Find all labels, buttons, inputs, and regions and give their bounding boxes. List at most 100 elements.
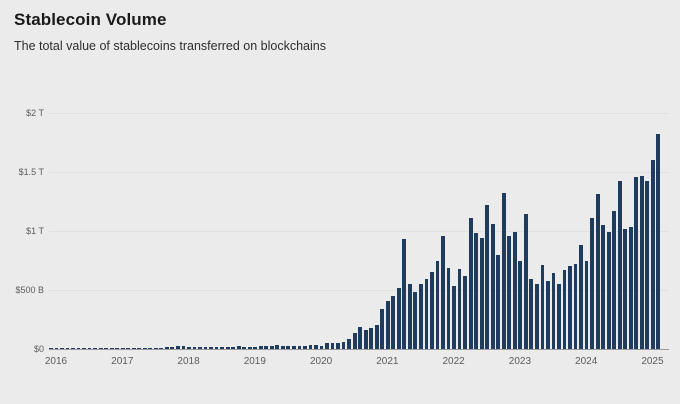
volume-bar [120,348,125,349]
volume-bar [314,345,318,349]
volume-bar [352,333,357,349]
x-tick-label: 2020 [309,356,333,367]
volume-bar [247,346,252,349]
volume-bar [319,345,324,349]
volume-bar [131,348,136,349]
volume-bar [557,284,561,349]
chart-subtitle: The total value of stablecoins transferr… [14,39,326,53]
volume-bar [590,218,595,349]
volume-bar [396,287,401,349]
volume-bar [170,346,175,349]
volume-bar [358,326,363,349]
volume-bar [546,280,550,349]
chart-header: Stablecoin Volume The total value of sta… [14,10,326,53]
x-tick-label: 2017 [111,356,134,367]
volume-bar [496,254,501,349]
y-tick-label: $1 T [26,226,44,236]
volume-bar [474,233,479,349]
volume-bar [363,330,368,349]
volume-bar [231,346,236,349]
volume-bar [529,279,534,349]
volume-bar [142,347,147,349]
volume-bar [203,347,208,349]
volume-bar [441,235,445,349]
volume-bar [402,239,407,349]
volume-bar [242,346,247,349]
volume-bar [501,193,506,349]
x-tick-label: 2022 [442,356,465,367]
x-tick-label: 2018 [177,356,200,367]
volume-bar [424,279,429,349]
volume-bar [562,269,567,349]
volume-bar [623,228,628,349]
volume-bar [220,346,224,349]
x-tick-label: 2025 [641,356,664,367]
volume-bar [419,284,423,349]
volume-bar [187,346,191,349]
x-tick-label: 2016 [44,356,68,367]
volume-bar [82,348,86,349]
volume-bar [54,348,59,349]
volume-bar [534,284,539,349]
volume-bar [612,210,617,349]
volume-bar [297,345,302,349]
y-tick-label: $1.5 T [18,167,44,177]
volume-bar [153,347,158,349]
volume-bar [236,346,241,349]
volume-bar [181,346,186,349]
x-tick-label: 2019 [243,356,266,367]
volume-bar [192,346,197,349]
volume-bar [479,238,484,349]
volume-bar [435,260,440,349]
volume-bar [601,225,606,349]
volume-bar [452,286,456,349]
volume-bar [269,345,274,349]
volume-bar [60,348,64,349]
volume-bar [198,347,202,349]
volume-bar [49,348,53,349]
volume-bar [568,266,572,349]
volume-bar [104,348,109,349]
volume-bar [148,347,153,349]
volume-bar [595,194,600,349]
volume-bar [330,343,335,349]
volume-bar [650,160,655,349]
x-tick-label: 2024 [575,356,598,367]
volume-bar [286,345,291,349]
volume-bar [137,347,142,349]
volume-bar [214,346,219,349]
volume-bar [87,348,92,349]
x-axis-line [49,349,669,350]
volume-bar [540,265,545,349]
volume-bar [369,328,374,349]
volume-bar [656,134,661,349]
volume-bar [584,260,589,349]
volume-bar [617,181,622,349]
y-tick-label: $2 T [26,108,44,118]
volume-bar [258,346,263,349]
volume-bar [109,348,114,349]
volume-bar [485,205,490,349]
volume-bar [551,273,556,349]
volume-bar [512,232,517,349]
volume-bar [579,245,583,349]
volume-bar [209,346,213,349]
volume-bar [126,348,131,349]
volume-bar [93,348,97,349]
volume-bar [446,267,451,349]
volume-bar [523,214,528,349]
volume-bar [76,348,81,349]
volume-bar [628,227,633,349]
volume-bar [291,345,296,349]
volume-bar [407,284,412,349]
volume-bar [645,181,650,349]
volume-bar [385,300,390,349]
volume-bar [457,268,462,349]
volume-bar [413,292,418,349]
gridline-2T [49,113,669,114]
volume-bar [391,295,396,349]
volume-bar [264,345,269,349]
gridline-1T [49,231,669,232]
volume-bar [115,348,120,349]
